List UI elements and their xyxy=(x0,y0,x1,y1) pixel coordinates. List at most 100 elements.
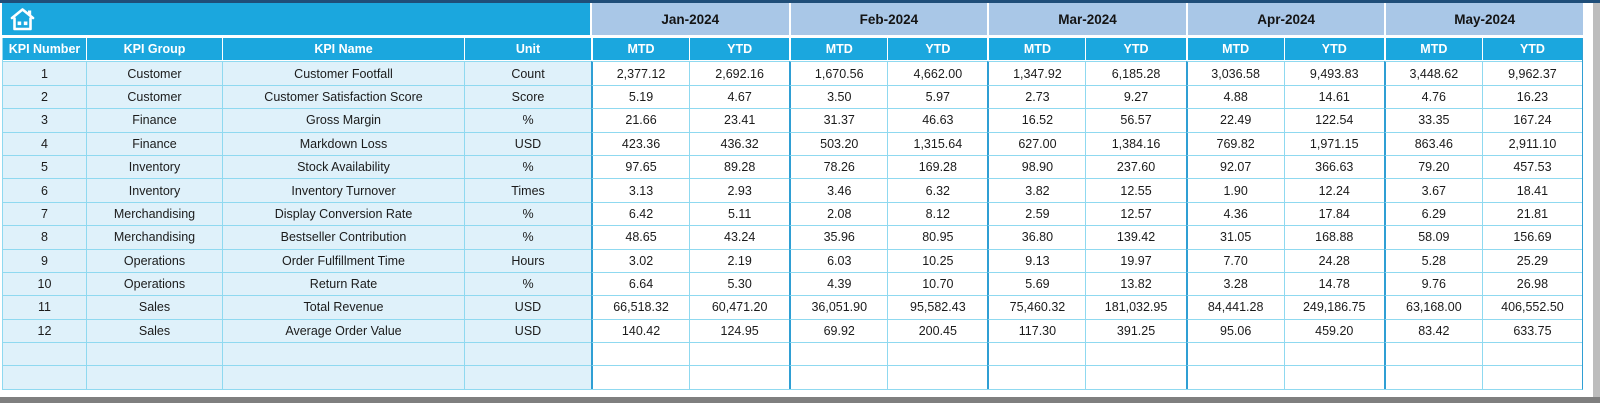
kpi-group-cell[interactable]: Inventory xyxy=(87,154,223,179)
value-cell[interactable]: 436.32 xyxy=(690,131,790,155)
subheader-ytd[interactable]: YTD xyxy=(1086,38,1186,60)
kpi-group-cell[interactable]: Finance xyxy=(87,108,223,132)
month-header-feb[interactable]: Feb-2024 xyxy=(790,3,988,35)
value-cell[interactable]: 12.57 xyxy=(1086,201,1186,226)
value-cell[interactable]: 168.88 xyxy=(1284,225,1384,249)
value-cell[interactable]: 6.32 xyxy=(888,178,988,202)
value-cell[interactable]: 98.90 xyxy=(987,154,1087,179)
value-cell[interactable]: 6,185.28 xyxy=(1086,61,1186,85)
kpi-name-cell[interactable]: Stock Availability xyxy=(223,154,465,179)
value-cell[interactable]: 5.11 xyxy=(690,201,790,226)
value-cell[interactable]: 863.46 xyxy=(1383,131,1483,155)
empty-cell[interactable] xyxy=(465,365,591,389)
value-cell[interactable]: 23.41 xyxy=(690,108,790,132)
value-cell[interactable]: 10.70 xyxy=(888,271,988,296)
empty-cell[interactable] xyxy=(1284,342,1384,366)
value-cell[interactable]: 31.05 xyxy=(1185,225,1285,249)
value-cell[interactable]: 3.28 xyxy=(1185,271,1285,296)
empty-cell[interactable] xyxy=(1383,365,1483,389)
value-cell[interactable]: 633.75 xyxy=(1482,318,1582,343)
empty-cell[interactable] xyxy=(1185,342,1285,366)
value-cell[interactable]: 503.20 xyxy=(789,131,889,155)
value-cell[interactable]: 2,377.12 xyxy=(591,61,691,85)
kpi-unit-cell[interactable]: Times xyxy=(465,178,591,202)
empty-cell[interactable] xyxy=(223,365,465,389)
kpi-name-cell[interactable]: Markdown Loss xyxy=(223,131,465,155)
value-cell[interactable]: 21.81 xyxy=(1482,201,1582,226)
empty-cell[interactable] xyxy=(888,342,988,366)
value-cell[interactable]: 769.82 xyxy=(1185,131,1285,155)
kpi-name-cell[interactable]: Gross Margin xyxy=(223,108,465,132)
month-header-jan[interactable]: Jan-2024 xyxy=(592,3,789,35)
subheader-ytd[interactable]: YTD xyxy=(1284,38,1384,60)
empty-cell[interactable] xyxy=(1086,365,1186,389)
value-cell[interactable]: 95.06 xyxy=(1185,318,1285,343)
value-cell[interactable]: 9.13 xyxy=(987,248,1087,272)
subheader-mtd[interactable]: MTD xyxy=(1185,38,1285,60)
empty-cell[interactable] xyxy=(1482,342,1582,366)
value-cell[interactable]: 156.69 xyxy=(1482,225,1582,249)
value-cell[interactable]: 83.42 xyxy=(1383,318,1483,343)
empty-cell[interactable] xyxy=(789,342,889,366)
month-header-mar[interactable]: Mar-2024 xyxy=(989,3,1186,35)
kpi-number-cell[interactable]: 7 xyxy=(3,201,87,226)
value-cell[interactable]: 56.57 xyxy=(1086,108,1186,132)
value-cell[interactable]: 5.97 xyxy=(888,84,988,109)
empty-cell[interactable] xyxy=(3,342,87,366)
value-cell[interactable]: 80.95 xyxy=(888,225,988,249)
value-cell[interactable]: 6.42 xyxy=(591,201,691,226)
value-cell[interactable]: 122.54 xyxy=(1284,108,1384,132)
kpi-unit-cell[interactable]: % xyxy=(465,271,591,296)
value-cell[interactable]: 35.96 xyxy=(789,225,889,249)
value-cell[interactable]: 627.00 xyxy=(987,131,1087,155)
value-cell[interactable]: 6.03 xyxy=(789,248,889,272)
value-cell[interactable]: 2.73 xyxy=(987,84,1087,109)
subheader-mtd[interactable]: MTD xyxy=(1383,38,1483,60)
value-cell[interactable]: 2.08 xyxy=(789,201,889,226)
value-cell[interactable]: 97.65 xyxy=(591,154,691,179)
value-cell[interactable]: 36,051.90 xyxy=(789,295,889,319)
value-cell[interactable]: 21.66 xyxy=(591,108,691,132)
value-cell[interactable]: 84,441.28 xyxy=(1185,295,1285,319)
value-cell[interactable]: 5.28 xyxy=(1383,248,1483,272)
value-cell[interactable]: 43.24 xyxy=(690,225,790,249)
value-cell[interactable]: 139.42 xyxy=(1086,225,1186,249)
kpi-number-cell[interactable]: 12 xyxy=(3,318,87,343)
value-cell[interactable]: 16.23 xyxy=(1482,84,1582,109)
value-cell[interactable]: 14.78 xyxy=(1284,271,1384,296)
value-cell[interactable]: 13.82 xyxy=(1086,271,1186,296)
kpi-number-cell[interactable]: 3 xyxy=(3,108,87,132)
value-cell[interactable]: 237.60 xyxy=(1086,154,1186,179)
value-cell[interactable]: 3.50 xyxy=(789,84,889,109)
kpi-unit-cell[interactable]: USD xyxy=(465,295,591,319)
kpi-number-cell[interactable]: 10 xyxy=(3,271,87,296)
value-cell[interactable]: 3.46 xyxy=(789,178,889,202)
empty-cell[interactable] xyxy=(87,365,223,389)
value-cell[interactable]: 457.53 xyxy=(1482,154,1582,179)
value-cell[interactable]: 4.39 xyxy=(789,271,889,296)
value-cell[interactable]: 16.52 xyxy=(987,108,1087,132)
empty-cell[interactable] xyxy=(3,365,87,389)
value-cell[interactable]: 169.28 xyxy=(888,154,988,179)
month-header-may[interactable]: May-2024 xyxy=(1386,3,1583,35)
kpi-name-cell[interactable]: Customer Footfall xyxy=(223,61,465,85)
value-cell[interactable]: 1.90 xyxy=(1185,178,1285,202)
value-cell[interactable]: 18.41 xyxy=(1482,178,1582,202)
value-cell[interactable]: 4.36 xyxy=(1185,201,1285,226)
kpi-name-cell[interactable]: Order Fulfillment Time xyxy=(223,248,465,272)
value-cell[interactable]: 95,582.43 xyxy=(888,295,988,319)
empty-cell[interactable] xyxy=(87,342,223,366)
empty-cell[interactable] xyxy=(690,342,790,366)
kpi-number-cell[interactable]: 6 xyxy=(3,178,87,202)
value-cell[interactable]: 2.93 xyxy=(690,178,790,202)
value-cell[interactable]: 36.80 xyxy=(987,225,1087,249)
subheader-ytd[interactable]: YTD xyxy=(888,38,988,60)
kpi-group-cell[interactable]: Customer xyxy=(87,84,223,109)
value-cell[interactable]: 10.25 xyxy=(888,248,988,272)
value-cell[interactable]: 9.76 xyxy=(1383,271,1483,296)
value-cell[interactable]: 66,518.32 xyxy=(591,295,691,319)
value-cell[interactable]: 2.19 xyxy=(690,248,790,272)
value-cell[interactable]: 8.12 xyxy=(888,201,988,226)
value-cell[interactable]: 4.67 xyxy=(690,84,790,109)
value-cell[interactable]: 3,448.62 xyxy=(1383,61,1483,85)
